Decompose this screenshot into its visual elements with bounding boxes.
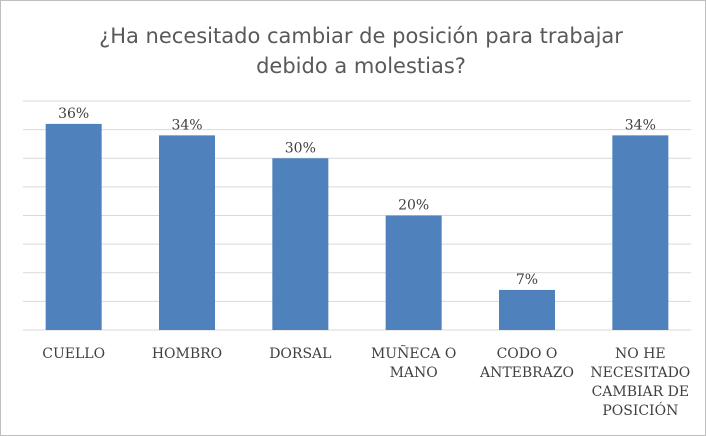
chart-title: ¿Ha necesitado cambiar de posición para …: [99, 24, 623, 78]
x-tick-label: MUÑECA O MANO: [370, 346, 457, 381]
data-label: 36%: [58, 106, 89, 122]
data-label: 30%: [285, 140, 316, 156]
data-label: 7%: [516, 272, 538, 288]
x-tick-label: DORSAL: [269, 346, 332, 362]
x-tick-label: CODO O ANTEBRAZO: [479, 346, 575, 381]
bar: [499, 289, 555, 330]
data-label: 34%: [171, 117, 202, 133]
x-tick-label: HOMBRO: [151, 346, 223, 362]
x-tick-label: CUELLO: [42, 346, 106, 362]
bar: [45, 123, 102, 331]
bar: [385, 215, 442, 330]
bar: [272, 158, 329, 330]
data-label: 20%: [398, 198, 429, 214]
x-tick-label: NO HE NECESITADO CAMBIAR DE POSICIÓN: [590, 346, 691, 419]
data-label: 34%: [625, 117, 656, 133]
bar: [612, 135, 669, 330]
bar: [159, 135, 215, 330]
